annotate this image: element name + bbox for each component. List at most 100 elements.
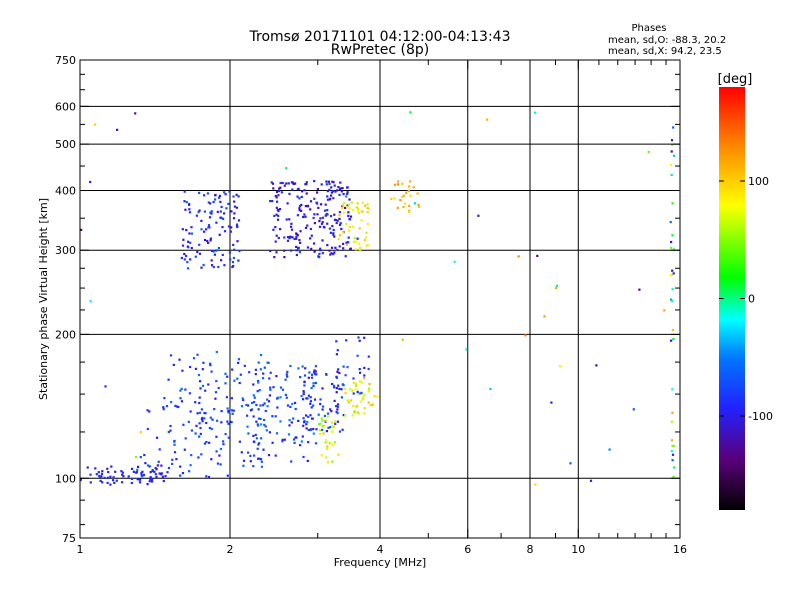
- data-point: [346, 191, 349, 194]
- data-point: [183, 258, 186, 261]
- data-point: [671, 411, 674, 414]
- data-point: [314, 370, 317, 373]
- data-point: [107, 471, 110, 474]
- data-point: [220, 259, 223, 262]
- data-point: [333, 441, 336, 444]
- data-point: [670, 420, 673, 423]
- data-point: [210, 370, 213, 373]
- data-point: [331, 190, 334, 193]
- data-point: [354, 384, 357, 387]
- data-point: [333, 420, 337, 423]
- data-point: [312, 382, 315, 385]
- data-point: [271, 441, 274, 444]
- data-point: [323, 414, 326, 417]
- data-point: [341, 206, 344, 209]
- data-point: [233, 248, 236, 251]
- data-point: [162, 408, 165, 411]
- data-point: [320, 417, 323, 420]
- data-point: [350, 201, 353, 204]
- data-point: [288, 419, 291, 422]
- data-point: [337, 453, 340, 456]
- data-point: [98, 474, 101, 478]
- data-point: [344, 388, 347, 391]
- data-point: [279, 396, 282, 399]
- data-point: [230, 397, 233, 400]
- data-point: [336, 248, 339, 251]
- data-point: [352, 404, 355, 407]
- data-point: [253, 454, 256, 457]
- data-point: [336, 349, 339, 352]
- data-point: [316, 188, 319, 191]
- data-point: [148, 465, 151, 468]
- data-point: [318, 225, 322, 228]
- data-point: [203, 194, 206, 197]
- data-point: [324, 439, 328, 442]
- data-point: [179, 474, 182, 477]
- data-point: [559, 365, 562, 368]
- data-point: [312, 428, 315, 431]
- data-point: [160, 464, 163, 467]
- data-point: [306, 397, 309, 400]
- data-point: [359, 246, 362, 249]
- data-point: [313, 250, 316, 253]
- data-point: [297, 246, 300, 249]
- data-point: [243, 364, 246, 367]
- data-point: [325, 183, 328, 186]
- data-point: [231, 412, 234, 415]
- data-point: [237, 259, 240, 262]
- data-point: [416, 192, 419, 195]
- data-point: [227, 422, 230, 425]
- x-axis: 1 2 4 6 8 10 16: [77, 60, 687, 556]
- data-point: [319, 432, 322, 436]
- data-point: [173, 451, 177, 454]
- data-point: [356, 202, 359, 205]
- data-point: [277, 189, 281, 193]
- data-point: [163, 397, 166, 400]
- data-point: [305, 181, 308, 184]
- data-point: [203, 210, 206, 213]
- data-point: [137, 465, 140, 468]
- data-point: [408, 204, 411, 207]
- data-point: [247, 404, 250, 407]
- data-point: [333, 235, 336, 238]
- data-point: [135, 471, 138, 474]
- data-point: [222, 440, 225, 443]
- data-point: [215, 350, 218, 354]
- data-point: [253, 401, 256, 404]
- data-point: [183, 448, 186, 451]
- data-point: [227, 409, 230, 413]
- data-point: [277, 236, 280, 240]
- data-point: [186, 245, 189, 248]
- data-point: [273, 214, 276, 217]
- data-point: [213, 408, 216, 411]
- data-point: [249, 454, 252, 457]
- data-point: [393, 197, 396, 200]
- data-point: [205, 441, 208, 444]
- data-point: [289, 405, 292, 408]
- data-point: [324, 456, 328, 459]
- data-point: [205, 421, 208, 425]
- y-tick-label: 300: [55, 244, 76, 257]
- data-point: [295, 245, 298, 248]
- data-point: [182, 238, 185, 241]
- data-point: [329, 231, 332, 234]
- data-point: [319, 217, 322, 220]
- data-point: [366, 211, 369, 214]
- data-point: [409, 111, 412, 114]
- data-point: [225, 207, 228, 210]
- data-point: [137, 478, 140, 481]
- data-point: [189, 410, 192, 413]
- data-point: [670, 173, 673, 177]
- data-point: [356, 354, 359, 357]
- data-point: [259, 417, 262, 420]
- data-point: [351, 414, 354, 417]
- data-point: [373, 395, 376, 398]
- data-point: [359, 371, 362, 374]
- data-point: [339, 234, 342, 237]
- data-point: [155, 468, 158, 471]
- data-point: [360, 381, 363, 384]
- data-point: [275, 190, 279, 193]
- data-point: [199, 432, 202, 435]
- data-point: [189, 365, 192, 369]
- data-point: [221, 253, 224, 256]
